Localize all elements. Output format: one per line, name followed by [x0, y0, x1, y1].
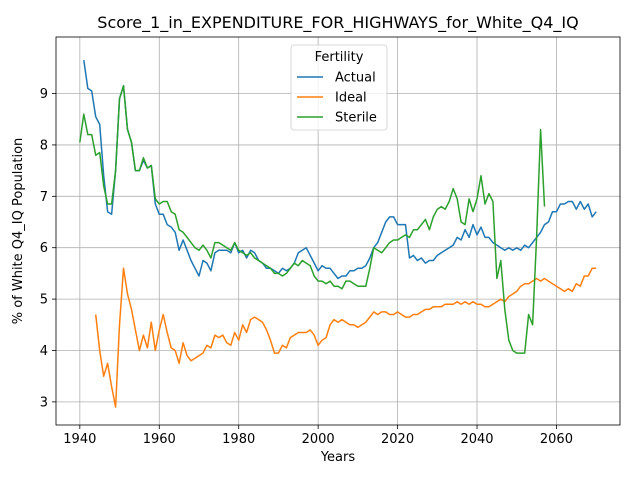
- series-line-ideal: [94, 267, 597, 408]
- plot-frame: [55, 36, 621, 426]
- legend-title: Fertility: [315, 50, 364, 65]
- legend-box: [290, 44, 388, 131]
- y-tick-label: 3: [40, 395, 48, 410]
- legend-entries: Actual Ideal Sterile: [297, 71, 377, 126]
- y-tick-label: 4: [40, 344, 48, 359]
- y-axis-label: % of White Q4_IQ Population: [11, 138, 26, 325]
- x-axis-label: Years: [320, 450, 356, 465]
- chart-title: Score_1_in_EXPENDITURE_FOR_HIGHWAYS_for_…: [97, 13, 578, 33]
- legend-label-sterile: Sterile: [335, 111, 377, 126]
- axis-ticks: 1940 1960 1980 2000 2020 2040 2060 3 4 5 6 7 8 9: [40, 87, 573, 447]
- y-tick-label: 9: [40, 87, 48, 102]
- x-tick-label: 1960: [143, 432, 176, 447]
- y-tick-label: 6: [40, 241, 48, 256]
- x-tick-label: 2060: [540, 432, 573, 447]
- x-tick-label: 2020: [381, 432, 414, 447]
- legend-label-actual: Actual: [335, 71, 376, 86]
- y-tick-label: 5: [40, 293, 48, 308]
- legend-label-ideal: Ideal: [335, 91, 367, 106]
- series-line-sterile: [79, 85, 546, 354]
- x-tick-label: 1980: [222, 432, 255, 447]
- legend: Fertility Actual Ideal Sterile: [290, 44, 388, 131]
- series-line-actual: [83, 59, 597, 280]
- series-layer: [79, 59, 597, 408]
- y-tick-label: 8: [40, 138, 48, 153]
- x-tick-label: 1940: [63, 432, 96, 447]
- y-tick-label: 7: [40, 190, 48, 205]
- x-tick-label: 2000: [302, 432, 335, 447]
- x-tick-label: 2040: [460, 432, 493, 447]
